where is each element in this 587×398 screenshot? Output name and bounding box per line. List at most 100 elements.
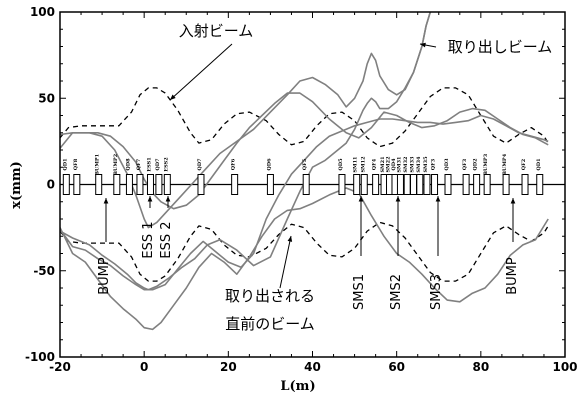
arrow-shaft: [169, 43, 233, 101]
magnet-label: QD3: [444, 158, 450, 171]
magnet-30: BUMP4: [502, 153, 510, 195]
magnet-box: [266, 174, 274, 195]
magnet-box: [423, 174, 431, 195]
magnet-label: SM31: [396, 156, 402, 172]
magnet-lattice: QD1 QF8 BUMP1 BUMP2 QD8 QF7 ESS1 QD7 ESS2 QD7 QF6 Q…: [62, 153, 544, 195]
magnet-box: [113, 174, 121, 195]
magnet-27: QF3: [462, 158, 470, 195]
arrow-head: [435, 196, 441, 202]
magnet-14: SM11: [353, 156, 361, 195]
sms2-arrow: [395, 196, 401, 256]
magnet-8: ESS2: [163, 157, 171, 195]
magnet-2: BUMP1: [95, 154, 103, 195]
magnet-label: QF7: [136, 158, 142, 170]
magnet-32: QD1: [536, 158, 544, 195]
bump-right-label: BUMP: [505, 257, 520, 295]
y-axis-label: x(mm): [9, 161, 24, 209]
sms3-arrow: [435, 196, 441, 256]
magnet-label: ESS1: [146, 157, 152, 171]
magnet-7: QD7: [155, 158, 163, 195]
arrow-head: [420, 42, 426, 48]
magnet-box: [396, 174, 404, 195]
arrow-head: [165, 196, 171, 202]
magnet-5: QF7: [136, 158, 144, 195]
magnet-12: QF5: [302, 158, 310, 195]
magnet-label: BUMP4: [502, 153, 508, 175]
magnet-box: [536, 174, 544, 195]
magnet-box: [302, 174, 310, 195]
series-2-upper-line: [60, 92, 549, 210]
magnet-11: QD6: [266, 158, 274, 195]
magnet-3: BUMP2: [113, 153, 121, 195]
magnet-box: [136, 174, 144, 195]
ess1-label: ESS 1: [141, 221, 156, 258]
magnet-label: BUMP2: [113, 153, 119, 175]
series-1-lower-line: [60, 12, 432, 291]
magnet-box: [473, 174, 481, 195]
magnet-label: QF2: [521, 158, 527, 170]
magnet-10: QF6: [231, 158, 239, 195]
magnet-box: [502, 174, 510, 195]
y-tick-label: -100: [25, 350, 55, 364]
extra-beam-line-0: [60, 114, 549, 291]
magnet-1: QF8: [73, 158, 81, 195]
magnet-31: QF2: [521, 158, 529, 195]
x-tick-label: 0: [140, 360, 148, 374]
y-tick-label: 0: [47, 178, 55, 192]
magnet-label: QF3: [431, 158, 437, 170]
magnet-15: SM12: [360, 156, 368, 195]
x-tick-label: 60: [388, 360, 405, 374]
magnet-23: SM34: [416, 156, 424, 195]
x-tick-label: 20: [220, 360, 237, 374]
magnet-label: SM33: [410, 156, 416, 173]
arrow-head: [147, 196, 153, 202]
magnet-label: QD7: [155, 158, 161, 171]
magnet-box: [73, 174, 81, 195]
x-tick-label: 100: [552, 360, 577, 374]
magnet-box: [483, 174, 491, 195]
magnet-box: [155, 174, 163, 195]
series-0-lower-line: [60, 221, 549, 282]
magnet-label: QF4: [372, 158, 378, 170]
extraction-beam-label: 取り出しビーム: [448, 38, 553, 56]
y-tick-label: 100: [30, 5, 55, 19]
magnet-0: QD1: [62, 158, 70, 195]
magnet-box: [410, 174, 417, 195]
magnet-4: QD8: [125, 158, 133, 195]
magnet-box: [403, 174, 411, 195]
pre-extraction-beam-arrow: [279, 235, 293, 289]
magnet-13: QD5: [338, 158, 346, 195]
magnet-box: [146, 174, 154, 195]
magnet-label: QF8: [73, 158, 79, 170]
magnet-box: [95, 174, 103, 195]
magnet-box: [353, 174, 361, 195]
magnet-label: ESS2: [163, 157, 169, 172]
x-tick-label: 40: [304, 360, 321, 374]
magnet-label: QD1: [536, 158, 542, 170]
magnet-box: [231, 174, 239, 195]
magnet-box: [462, 174, 470, 195]
arrow-head: [395, 196, 401, 202]
injection-beam-label: 入射ビーム: [179, 22, 254, 40]
magnet-label: QD7: [197, 158, 203, 171]
ess2-label: ESS 2: [159, 221, 174, 258]
magnet-label: SM12: [360, 156, 366, 173]
magnet-box: [338, 174, 346, 195]
bump-right-arrow: [510, 198, 516, 242]
pre-extraction-beam-label-1: 取り出される: [225, 287, 315, 305]
arrow-head: [103, 198, 109, 204]
arrow-head: [358, 196, 364, 202]
extraction-beam-arrow: [419, 42, 437, 48]
arrow-shaft: [279, 235, 292, 289]
magnet-box: [444, 174, 452, 195]
magnet-26: QD3: [444, 158, 452, 195]
magnet-6: ESS1: [146, 157, 154, 195]
magnet-9: QD7: [197, 158, 205, 195]
sms2-label: SMS2: [389, 274, 404, 310]
magnet-24: SM35: [423, 156, 431, 195]
axes: -20 0 20 40 60 80 100 -100 -50 0 50 100: [25, 5, 578, 374]
x-axis-label: L(m): [280, 379, 315, 394]
